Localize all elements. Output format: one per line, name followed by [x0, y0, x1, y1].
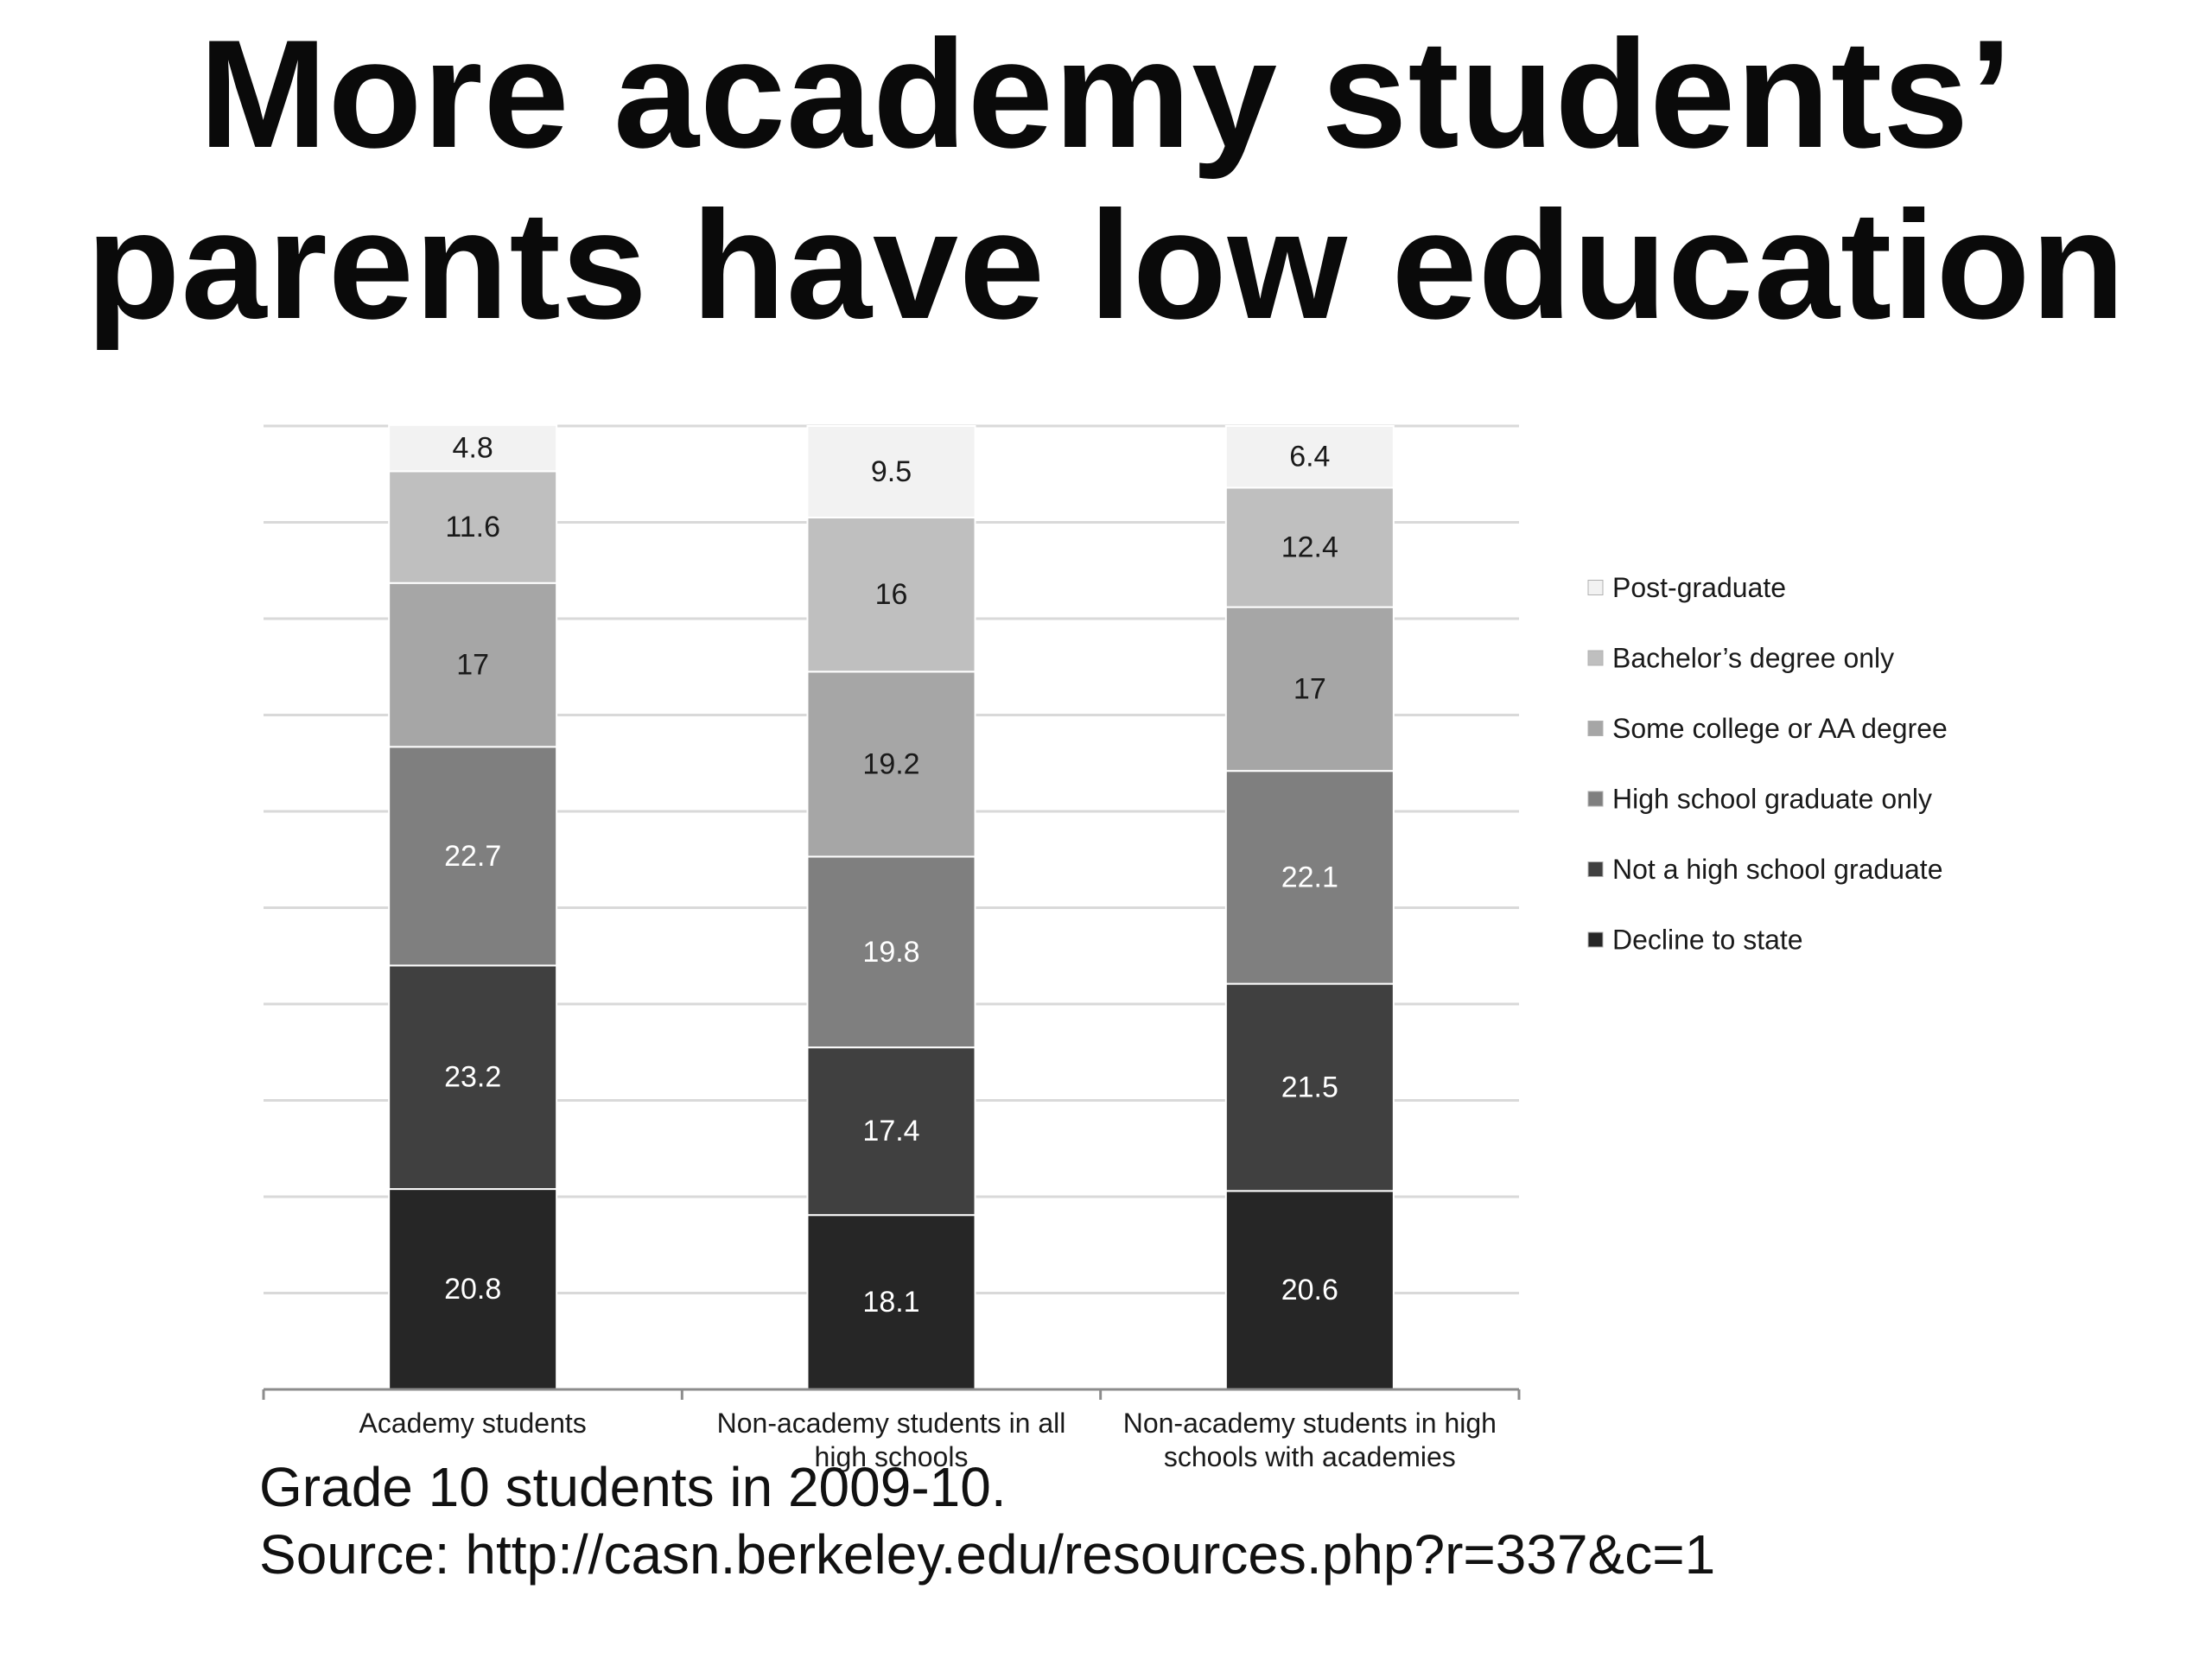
bar-segment: [1224, 1190, 1395, 1391]
x-tick-label: Non-academy students in high: [1123, 1408, 1497, 1439]
caption: Grade 10 students in 2009-10. Source: ht…: [259, 1453, 1715, 1588]
bar-segment: [388, 423, 558, 473]
bar-segment: [1224, 770, 1395, 985]
x-tick-label: Academy students: [359, 1408, 587, 1439]
bar-segment: [806, 1214, 976, 1391]
x-axis: [262, 1388, 1521, 1400]
data-label: 17: [456, 649, 489, 682]
title-line-1: More academy students’: [199, 8, 2013, 180]
legend-swatch: [1587, 791, 1604, 807]
data-label: 16: [875, 578, 908, 611]
data-label: 20.8: [444, 1273, 501, 1306]
legend-label: Post-graduate: [1612, 572, 1786, 603]
bar-segment: [806, 425, 976, 518]
data-label: 22.1: [1281, 861, 1338, 893]
bar-segment: [806, 671, 976, 858]
data-label: 23.2: [444, 1061, 501, 1094]
x-tick-label: high schools: [815, 1441, 969, 1472]
bar-segment: [1224, 606, 1395, 772]
legend-swatch: [1587, 721, 1604, 736]
bar-segment: [1224, 486, 1395, 608]
x-tick-label: Non-academy students in all: [717, 1408, 1066, 1439]
legend-swatch: [1587, 650, 1604, 666]
data-label: 4.8: [453, 432, 493, 465]
bars: 20.8 23.2 22.7 17 11.6 4.8 18.1 17.4 19.8 19.2 16 9…: [388, 423, 1395, 1391]
data-label: 12.4: [1281, 531, 1338, 563]
data-label: 22.7: [444, 840, 501, 873]
data-label: 11.6: [445, 511, 500, 543]
bar-segment: [388, 746, 558, 967]
legend: Post-graduate Bachelor’s degree only Some …: [1587, 572, 1948, 956]
bar-segment: [806, 1046, 976, 1217]
legend-swatch: [1587, 580, 1604, 595]
bar-segment: [388, 582, 558, 748]
caption-line-2: Source: http://casn.berkeley.edu/resourc…: [259, 1523, 1716, 1586]
bar-segment: [388, 964, 558, 1191]
data-label: 21.5: [1281, 1071, 1338, 1103]
x-tick-label: schools with academies: [1164, 1441, 1456, 1472]
caption-line-1: Grade 10 students in 2009-10.: [259, 1456, 1007, 1518]
data-label: 19.2: [862, 747, 919, 780]
bar-segment: [1224, 982, 1395, 1192]
legend-swatch: [1587, 861, 1604, 877]
title-line-2: parents have low education: [86, 179, 2126, 351]
legend-swatch: [1587, 931, 1604, 948]
data-label: 9.5: [871, 455, 912, 488]
bar-segment: [806, 855, 976, 1049]
data-label: 6.4: [1289, 441, 1330, 474]
legend-label: Decline to state: [1612, 925, 1803, 956]
legend-label: High school graduate only: [1612, 784, 1932, 815]
page-title: More academy students’ parents have low …: [0, 9, 2212, 351]
data-label: 17.4: [862, 1115, 919, 1147]
legend-label: Bachelor’s degree only: [1612, 643, 1894, 674]
x-tick-labels: Academy students Non-academy students in …: [359, 1408, 1497, 1472]
bar-segment: [1224, 425, 1395, 489]
legend-label: Some college or AA degree: [1612, 713, 1948, 744]
bar-segment: [388, 470, 558, 584]
legend-label: Not a high school graduate: [1612, 854, 1942, 885]
bar-segment: [806, 516, 976, 673]
data-label: 20.6: [1281, 1274, 1338, 1306]
data-label: 19.8: [862, 936, 919, 969]
data-label: 18.1: [862, 1286, 919, 1319]
data-label: 17: [1294, 672, 1326, 705]
